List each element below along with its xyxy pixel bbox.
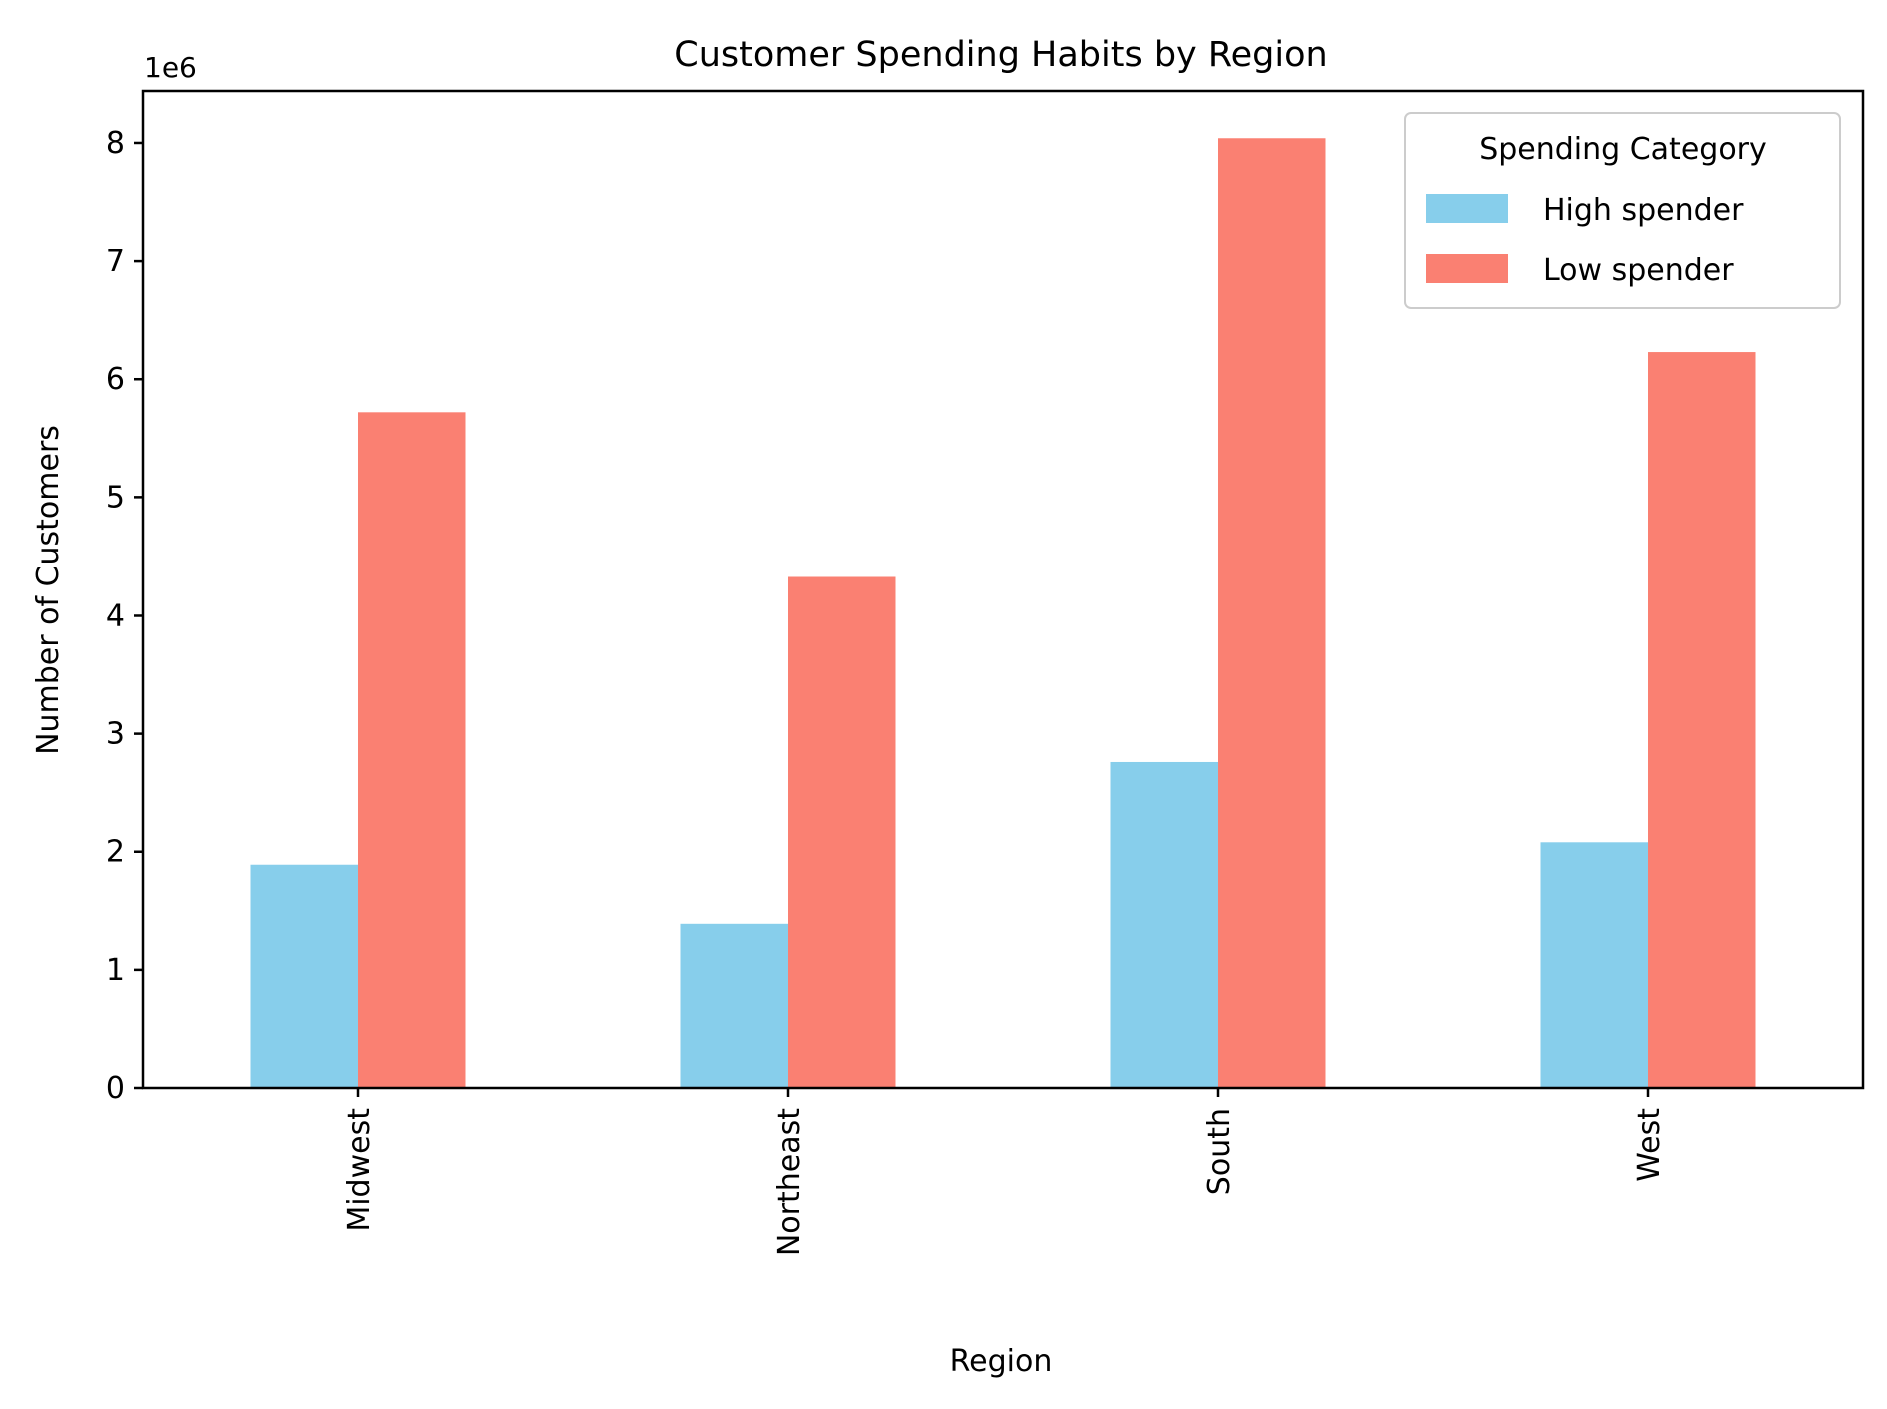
- y-tick-label: 3: [106, 717, 125, 752]
- bar-midwest-high-spender: [250, 864, 358, 1088]
- y-axis-label: Number of Customers: [31, 425, 66, 755]
- legend-title: Spending Category: [1479, 132, 1767, 167]
- x-tick-label-northeast: Northeast: [772, 1108, 807, 1256]
- y-tick-label: 8: [106, 126, 125, 161]
- bar-west-high-spender: [1540, 842, 1648, 1088]
- x-tick-label-south: South: [1202, 1108, 1237, 1195]
- x-axis-label: Region: [950, 1344, 1053, 1379]
- bar-west-low-spender: [1648, 352, 1756, 1088]
- y-tick-label: 1: [106, 953, 125, 988]
- plot-area-frame: [141, 89, 1865, 1090]
- y-tick-label: 6: [106, 362, 125, 397]
- y-tick-label: 7: [106, 244, 125, 279]
- chart-title: Customer Spending Habits by Region: [674, 35, 1327, 75]
- x-tick-label-west: West: [1632, 1108, 1667, 1182]
- y-axis-ticks: 0 1 2 3 4 5 6 7 8: [106, 126, 143, 1106]
- bar-northeast-high-spender: [680, 923, 788, 1088]
- legend-swatch-high-spender: [1426, 194, 1508, 223]
- legend: Spending Category High spender Low spend…: [1404, 112, 1841, 309]
- x-tick-label-midwest: Midwest: [342, 1108, 377, 1232]
- bar-south-low-spender: [1218, 138, 1326, 1088]
- legend-label-low-spender: Low spender: [1543, 253, 1734, 288]
- bar-northeast-low-spender: [788, 576, 896, 1088]
- bar-south-high-spender: [1110, 761, 1218, 1088]
- bars-group: [250, 138, 1756, 1088]
- legend-swatch-low-spender: [1426, 254, 1508, 283]
- legend-frame: [1404, 112, 1841, 309]
- x-axis-ticks: Midwest Northeast South West: [342, 1088, 1667, 1256]
- y-tick-label: 4: [106, 598, 125, 633]
- legend-label-high-spender: High spender: [1543, 193, 1744, 228]
- y-tick-label: 0: [106, 1071, 125, 1106]
- bar-midwest-low-spender: [358, 412, 466, 1088]
- y-tick-label: 5: [106, 480, 125, 515]
- y-axis-scale-label: 1e6: [144, 51, 197, 84]
- y-tick-label: 2: [106, 835, 125, 870]
